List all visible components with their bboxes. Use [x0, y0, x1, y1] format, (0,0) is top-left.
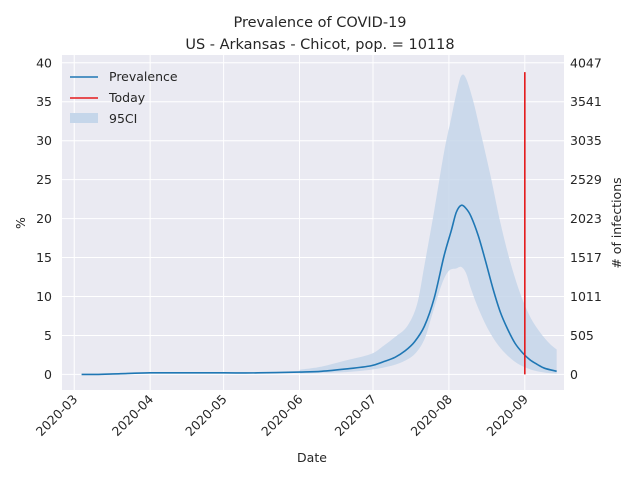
- legend-ci-label: 95CI: [109, 111, 137, 126]
- y-tick-label: 10: [36, 289, 52, 304]
- y-tick-label: 0: [44, 367, 52, 382]
- x-tick-label: 2020-09: [483, 391, 531, 439]
- ci-band: [299, 74, 557, 374]
- legend-today-label: Today: [108, 90, 146, 105]
- y-ticks: 0 5 10 15 20 25 30 35 40: [36, 55, 52, 382]
- x-tick-label: 2020-07: [332, 392, 380, 440]
- x-tick-label: 2020-05: [182, 392, 230, 440]
- y2-tick-label: 3541: [570, 94, 602, 109]
- x-tick-label: 2020-03: [33, 392, 81, 440]
- y2-tick-label: 2023: [570, 211, 602, 226]
- y-tick-label: 5: [44, 328, 52, 343]
- y2-tick-label: 1011: [570, 289, 602, 304]
- x-tick-label: 2020-04: [109, 391, 157, 439]
- y-tick-label: 40: [36, 55, 52, 70]
- legend-prevalence-label: Prevalence: [109, 69, 178, 84]
- legend-ci-swatch: [70, 113, 98, 123]
- prevalence-line: [81, 204, 557, 376]
- y2-tick-label: 4047: [570, 55, 602, 70]
- x-axis-label: Date: [297, 450, 327, 465]
- y-axis-label: %: [13, 217, 28, 229]
- y-tick-label: 15: [36, 250, 52, 265]
- y2-tick-label: 3035: [570, 133, 602, 148]
- y2-ticks: 0 505 1011 1517 2023 2529 3035 3541 4047: [570, 55, 602, 382]
- y2-axis-label: # of infections: [609, 177, 624, 268]
- legend: Prevalence Today 95CI: [70, 69, 178, 126]
- y-tick-label: 35: [36, 94, 52, 109]
- chart-title: Prevalence of COVID-19: [233, 15, 406, 31]
- y2-tick-label: 505: [570, 328, 594, 343]
- y2-tick-label: 0: [570, 367, 578, 382]
- x-tick-label: 2020-06: [258, 391, 306, 439]
- y-tick-label: 20: [36, 211, 52, 226]
- x-tick-label: 2020-08: [407, 391, 455, 439]
- y2-tick-label: 1517: [570, 250, 602, 265]
- chart-subtitle: US - Arkansas - Chicot, pop. = 10118: [185, 37, 454, 53]
- x-ticks: 2020-03 2020-04 2020-05 2020-06 2020-07 2020-…: [33, 391, 531, 439]
- y-tick-label: 25: [36, 172, 52, 187]
- y-tick-label: 30: [36, 133, 52, 148]
- y2-tick-label: 2529: [570, 172, 602, 187]
